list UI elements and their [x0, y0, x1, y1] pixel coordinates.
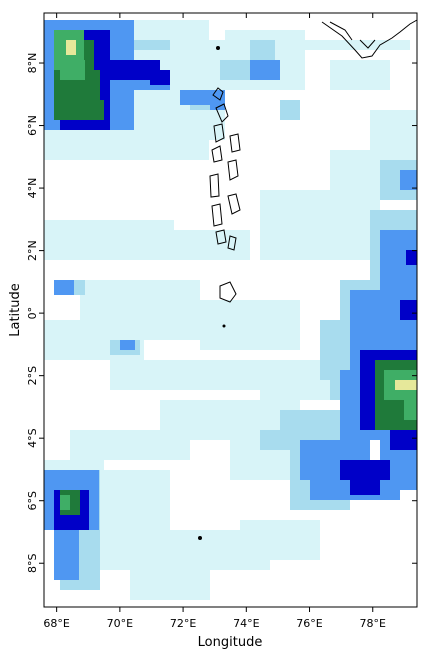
coastline-segment [227, 159, 239, 181]
field-cell [404, 400, 417, 420]
coastline-outlines [198, 19, 418, 540]
field-cell [390, 430, 417, 450]
field-cell [406, 250, 417, 265]
intensity-field [44, 20, 417, 600]
coastline-segment [211, 145, 223, 163]
coastline-segment [359, 39, 376, 49]
coastline-segment [219, 281, 237, 303]
x-tick-label: 68°E [43, 617, 69, 630]
field-cell [330, 150, 370, 190]
field-cell [120, 340, 135, 350]
field-cell [240, 520, 320, 560]
field-cell [400, 300, 417, 320]
coastline-segment [209, 173, 220, 198]
field-cell [260, 430, 300, 450]
axis-ticks: 68°E 70°E 72°E 74°E 76°E 78°E 8°N 6°N 4°N 2°N 0° 2°… [26, 13, 417, 630]
coastline-segment [215, 103, 229, 123]
x-tick-label: 76°E [296, 617, 322, 630]
field-cell [110, 360, 270, 390]
x-tick-label: 70°E [107, 617, 133, 630]
field-cell [200, 300, 300, 350]
field-cell [100, 60, 160, 80]
y-tick-label: 8°N [26, 53, 39, 74]
x-tick-label: 74°E [233, 617, 259, 630]
coastline-segment [215, 229, 227, 245]
coastline-segment [211, 203, 223, 227]
field-cell [220, 60, 250, 80]
small-island [222, 324, 226, 328]
y-tick-label: 6°N [26, 115, 39, 136]
field-cell [66, 40, 76, 55]
coastline-segment [229, 133, 241, 153]
coastline-segment [227, 235, 237, 251]
field-cell [60, 60, 85, 80]
field-cell [280, 100, 300, 120]
field-cell [130, 40, 170, 50]
y-tick-label: 8°S [26, 553, 39, 572]
coastline-segment [227, 193, 241, 215]
plot-frame [43, 12, 418, 608]
field-cell [54, 530, 79, 580]
field-cell [70, 430, 190, 460]
field-cell [340, 460, 390, 480]
y-tick-label: 6°S [26, 491, 39, 510]
field-cell [330, 60, 390, 90]
field-cell [130, 570, 210, 600]
coastline-segment [321, 19, 418, 59]
field-cell [170, 230, 250, 260]
y-tick-label: 2°N [26, 240, 39, 261]
field-cell [220, 400, 260, 420]
field-cell [150, 70, 170, 85]
field-cell [300, 40, 410, 50]
field-cell [350, 480, 380, 495]
x-tick-label: 72°E [170, 617, 196, 630]
field-cell [60, 495, 70, 510]
field-cell [250, 60, 280, 80]
x-axis-title: Longitude [198, 635, 263, 650]
x-tick-label: 78°E [360, 617, 386, 630]
field-cell [395, 380, 417, 390]
y-axis-title: Latitude [8, 283, 23, 337]
field-cell [100, 470, 170, 530]
y-tick-label: 4°N [26, 178, 39, 199]
small-island [198, 536, 202, 540]
small-island [216, 46, 220, 50]
field-cell [44, 220, 174, 260]
field-cell [400, 170, 417, 190]
field-cell [310, 220, 370, 260]
y-tick-label: 4°S [26, 428, 39, 447]
coastline-segment [212, 87, 224, 101]
coastline-segment [329, 21, 353, 41]
y-tick-label: 0° [26, 307, 39, 320]
coastline-segment [213, 123, 225, 143]
y-tick-label: 2°S [26, 366, 39, 385]
field-cell [54, 100, 104, 120]
field-cell [54, 280, 74, 295]
